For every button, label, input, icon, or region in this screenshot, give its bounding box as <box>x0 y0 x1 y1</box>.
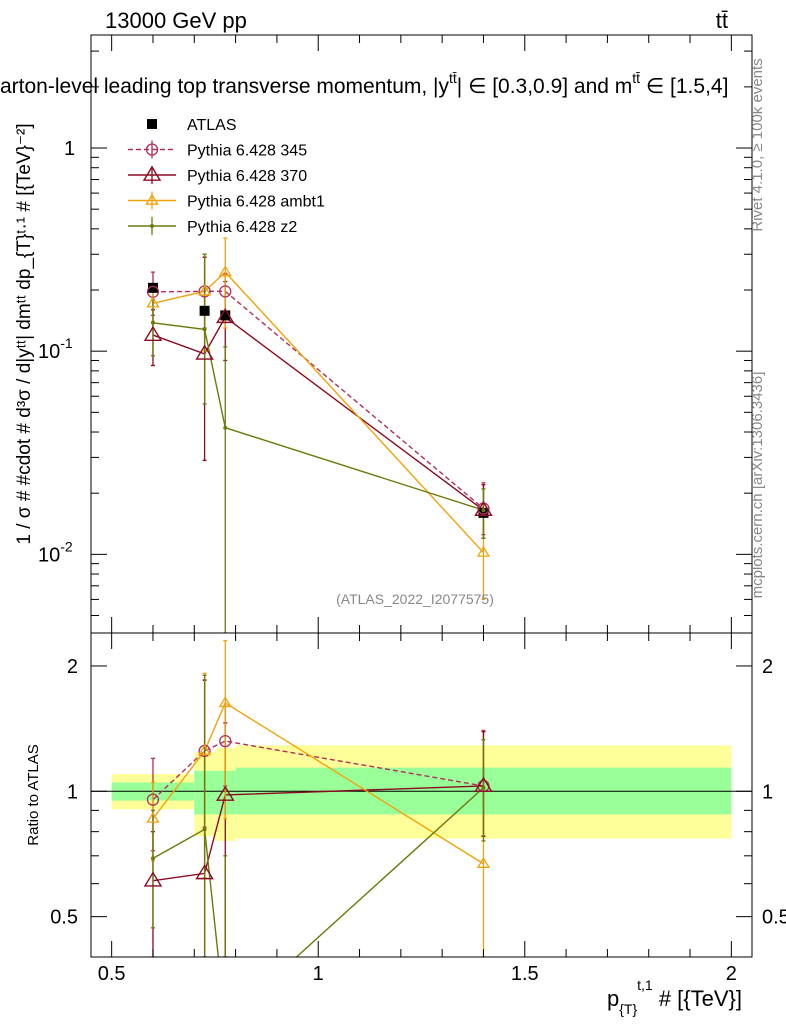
ratio-y-tick-label-right-0: 0.5 <box>762 907 786 929</box>
ratio-p370-line <box>152 785 484 882</box>
main-error-bars <box>150 237 486 633</box>
rivet-version-label: Rivet 4.1.0, ≥ 100k events <box>749 58 766 231</box>
tick-labels: 0.5 1 1.5 210-210-110.5 0.51 12 2 <box>38 138 786 985</box>
legend-marker-atlas <box>147 119 157 129</box>
x-label-sup: t,1 <box>637 977 653 993</box>
ratio-y-tick-label-left-2: 2 <box>67 656 78 678</box>
main-z2-marker-2 <box>223 425 228 430</box>
energy-label: 13000 GeV pp <box>105 8 247 33</box>
ratio-y-tick-label-right-2: 2 <box>762 656 773 678</box>
main-markers <box>143 265 493 557</box>
x-axis-label: p{T}t,1 # [{TeV}] <box>607 977 742 1017</box>
ratio-ambt1-line <box>152 701 484 865</box>
main-z2-marker-3 <box>481 508 486 513</box>
main-atlas-marker-1 <box>199 305 210 316</box>
x-label-base: p <box>607 986 619 1011</box>
legend: ATLAS Pythia 6.428 345 Pythia 6.428 370 Pyt… <box>128 117 325 236</box>
legend-label-atlas: ATLAS <box>187 117 237 134</box>
x-tick-label-1: 1 <box>313 963 324 985</box>
ratio-ambt1-marker-0 <box>146 811 160 823</box>
x-label-sub: {T} <box>619 1001 637 1017</box>
ratio-y-tick-label-left-0: 0.5 <box>50 907 78 929</box>
main-z2-marker-0 <box>150 320 155 325</box>
main-p370-marker-3 <box>474 500 493 517</box>
main-p370-marker-1 <box>195 344 214 360</box>
main-y-tick-label-2: 1 <box>64 138 75 160</box>
ratio-markers <box>143 696 493 1023</box>
ratio-ambt1-marker-2 <box>218 696 232 708</box>
legend-marker-z2 <box>150 224 154 228</box>
axis-ticks <box>91 35 752 957</box>
ratio-p345-marker-0 <box>146 793 160 806</box>
x-tick-label-3: 2 <box>726 963 737 985</box>
ratio-y-tick-label-left-1: 1 <box>67 781 78 803</box>
main-p370-line <box>152 316 484 511</box>
main-atlas-marker-0 <box>147 282 158 293</box>
ratio-z2-line <box>152 787 484 957</box>
main-y-axis-label: 1 / σ # #cdot # d³σ / d|yᵗᵗ| dmᵗᵗ dp_{T}… <box>14 123 35 544</box>
ratio-p370-marker-2 <box>216 785 235 801</box>
ratio-p370-marker-3 <box>474 776 493 792</box>
ratio-p345-marker-2 <box>219 734 232 748</box>
ratio-p370-marker-0 <box>143 871 163 887</box>
ratio-ambt1-marker-3 <box>476 856 491 868</box>
ratio-z2-marker-2 <box>223 1019 227 1023</box>
main-ambt1-line <box>152 271 484 554</box>
x-tick-label-2: 1.5 <box>511 963 539 985</box>
legend-marker-p370 <box>142 165 162 181</box>
analysis-watermark: (ATLAS_2022_I2077575) <box>336 591 494 607</box>
ratio-z2-marker-0 <box>150 856 155 861</box>
main-p370-marker-2 <box>216 307 235 324</box>
main-atlas-marker-3 <box>478 507 489 518</box>
x-label-tail: # [{TeV}] <box>653 986 742 1011</box>
main-y-tick-label-0: 10-2 <box>38 538 73 566</box>
main-y-tick-base-1: 10 <box>38 341 60 363</box>
main-ambt1-marker-0 <box>146 296 160 308</box>
title-lead: arton-level leading top transverse momen… <box>0 75 449 98</box>
main-p370-marker-0 <box>143 325 163 341</box>
main-y-tick-exp-0: -2 <box>60 538 73 554</box>
ratio-p370-marker-1 <box>195 864 214 880</box>
legend-label-ambt1: Pythia 6.428 ambt1 <box>187 194 325 211</box>
legend-label-z2: Pythia 6.428 z2 <box>187 219 297 236</box>
ratio-z2-marker-3 <box>481 785 486 790</box>
main-ambt1-marker-1 <box>197 284 212 296</box>
main-z2-line <box>152 322 484 511</box>
ratio-y-tick-label-right-1: 1 <box>762 781 773 803</box>
ratio-panel-frame <box>90 632 753 958</box>
legend-marker-p345 <box>145 143 159 156</box>
ratio-series-lines <box>152 701 484 957</box>
main-y-tick-exp-1: -1 <box>60 335 73 351</box>
main-ambt1-marker-3 <box>476 545 491 557</box>
plot-title: arton-level leading top transverse momen… <box>0 70 728 98</box>
main-p345-line <box>152 290 484 510</box>
main-series-lines <box>152 271 484 554</box>
ratio-uncertainty-bands <box>91 745 752 841</box>
ratio-y-axis-label: Ratio to ATLAS <box>25 744 42 845</box>
main-atlas-marker-2 <box>220 310 231 321</box>
process-label: tt̄ <box>716 8 728 33</box>
main-y-tick-base-0: 10 <box>38 544 60 566</box>
main-ambt1-marker-2 <box>218 265 232 277</box>
ratio-p345-line <box>152 740 484 801</box>
legend-label-p345: Pythia 6.428 345 <box>187 143 307 160</box>
title-sup-2: tt̄ <box>632 70 640 86</box>
legend-label-p370: Pythia 6.428 370 <box>187 168 307 185</box>
title-mid: | ∈ [0.3,0.9] and m <box>457 75 633 98</box>
mcplots-label: mcplots.cern.ch [arXiv:1306.3436] <box>749 372 766 599</box>
title-sup-1: tt̄ <box>449 70 457 86</box>
main-z2-marker-1 <box>202 327 207 332</box>
x-tick-label-0: 0.5 <box>98 963 126 985</box>
legend-marker-ambt1 <box>145 193 159 205</box>
main-p345-marker-2 <box>219 285 232 298</box>
ratio-ambt1-marker-1 <box>197 744 212 756</box>
title-tail: ∈ [1.5,4] <box>640 75 728 98</box>
ratio-z2-marker-1 <box>202 827 207 832</box>
main-y-tick-label-1: 10-1 <box>38 335 73 363</box>
